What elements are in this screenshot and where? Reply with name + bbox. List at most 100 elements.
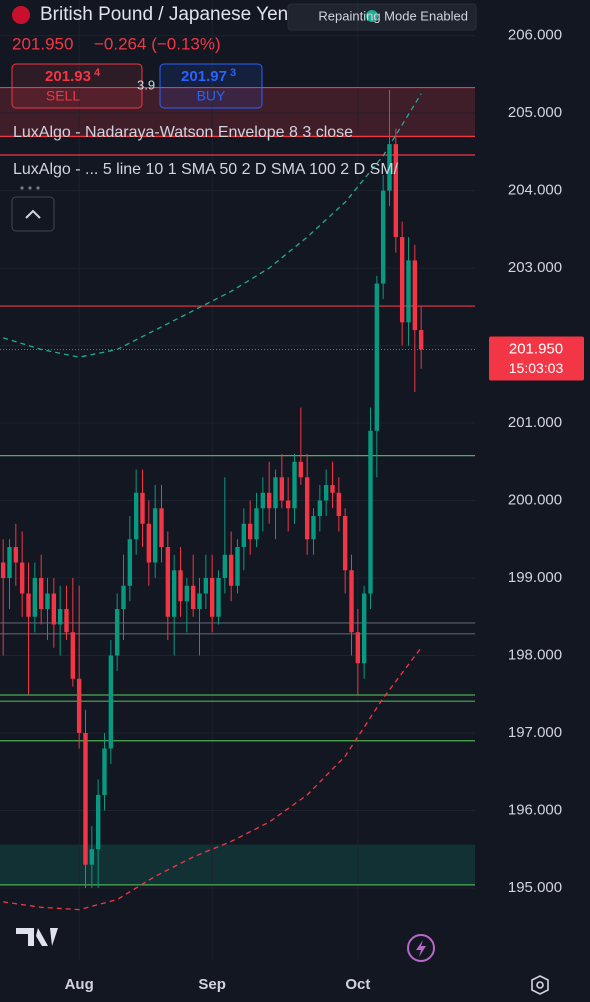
candle-body	[64, 609, 69, 633]
candle-body	[133, 492, 139, 540]
candle-body	[342, 516, 348, 571]
candle-body	[70, 632, 76, 679]
candle-body	[32, 578, 38, 617]
candle-body	[83, 732, 88, 865]
candle-body	[108, 655, 114, 749]
candle-body	[304, 477, 310, 540]
badge-text: Repainting Mode Enabled	[318, 8, 468, 23]
candle-body	[374, 283, 380, 431]
y-tick-label: 198.000	[508, 646, 562, 663]
buy-label: BUY	[197, 88, 226, 104]
candle-body	[203, 578, 209, 594]
buy-button[interactable]	[159, 63, 263, 109]
candle-body	[152, 508, 158, 563]
y-tick-label: 206.000	[508, 27, 562, 44]
y-tick-label: 204.000	[508, 182, 562, 199]
candle-body	[412, 260, 418, 331]
candle-body	[0, 562, 6, 579]
candle-body	[355, 632, 361, 664]
candle-body	[323, 485, 329, 501]
candle-body	[216, 578, 221, 617]
candle-body	[121, 585, 126, 610]
candle-body	[298, 461, 304, 478]
candle-body	[178, 570, 183, 602]
alert-button[interactable]	[407, 934, 435, 962]
sell-price: 201.93	[45, 68, 91, 85]
price-tag	[489, 336, 584, 381]
y-tick-label: 197.000	[508, 724, 562, 741]
sell-button[interactable]	[11, 63, 143, 109]
candle-body	[247, 523, 253, 540]
candle-body	[254, 508, 259, 540]
y-tick-label: 201.000	[508, 414, 562, 431]
candle-body	[399, 237, 405, 323]
candle-body	[45, 593, 50, 610]
price-tag-timer: 15:03:03	[509, 360, 564, 376]
candle-body	[57, 609, 63, 625]
candle-body	[393, 144, 399, 238]
candle-body	[380, 190, 386, 284]
candle-body	[317, 500, 323, 517]
x-tick-label: Oct	[345, 976, 370, 993]
candle-body	[279, 477, 285, 501]
candle-body	[330, 485, 335, 493]
indicator-legend: LuxAlgo - ... 5 line 10 1 SMA 50 2 D SMA…	[13, 161, 399, 178]
chevron-icon	[25, 209, 41, 219]
candle-body	[292, 461, 297, 509]
y-tick-label: 200.000	[508, 492, 562, 509]
dot	[28, 186, 32, 190]
candle-body	[273, 477, 278, 509]
header: British Pound / Japanese Yen Repainting …	[11, 3, 549, 995]
indicator-legend: LuxAlgo - Nadaraya-Watson Envelope 8 3 c…	[13, 124, 353, 141]
candle-body	[76, 678, 82, 733]
candle-body	[171, 570, 177, 617]
y-tick-label: 199.000	[508, 569, 562, 586]
buy-price: 201.97	[181, 68, 227, 85]
candle-body	[235, 547, 240, 586]
candle-body	[387, 144, 392, 191]
y-tick-label: 196.000	[508, 801, 562, 818]
tv-logo	[16, 928, 58, 946]
candle-body	[184, 585, 190, 602]
candle-body	[190, 585, 196, 610]
candle-body	[127, 539, 133, 586]
settings-button[interactable]	[531, 975, 549, 995]
y-tick-label: 195.000	[508, 879, 562, 896]
candle-body	[266, 492, 272, 509]
y-tick-label: 203.000	[508, 259, 562, 276]
dot	[20, 186, 24, 190]
settings-icon	[536, 981, 544, 989]
zone	[0, 844, 475, 885]
collapse-button[interactable]	[11, 196, 55, 232]
buy-pip: 3	[230, 67, 236, 79]
candle-body	[165, 547, 171, 617]
candle-body	[222, 554, 228, 579]
plot-area	[0, 0, 475, 960]
symbol-title: British Pound / Japanese Yen	[40, 4, 288, 25]
sell-pip: 4	[94, 67, 101, 79]
price-tag-label: 201.950	[509, 340, 563, 357]
spread: 3.9	[137, 77, 155, 92]
bolt-icon	[416, 940, 426, 957]
last-price: 201.950	[12, 34, 73, 53]
candle-body	[159, 508, 164, 548]
candle-body	[361, 593, 367, 664]
envelope-upper	[2, 93, 422, 358]
price-change: −0.264 (−0.13%)	[94, 34, 221, 53]
candle-body	[102, 748, 107, 795]
dot	[36, 186, 40, 190]
sell-label: SELL	[46, 88, 80, 104]
candle-body	[336, 492, 342, 517]
candle-body	[51, 593, 57, 625]
candle-body	[89, 849, 95, 865]
candle-body	[209, 578, 215, 617]
status-dot	[366, 10, 378, 22]
candle-body	[26, 593, 31, 617]
candle-body	[406, 260, 411, 323]
candle-body	[146, 523, 152, 563]
candle-body	[241, 523, 247, 548]
candle-body	[140, 492, 145, 524]
candle-body	[311, 516, 316, 540]
